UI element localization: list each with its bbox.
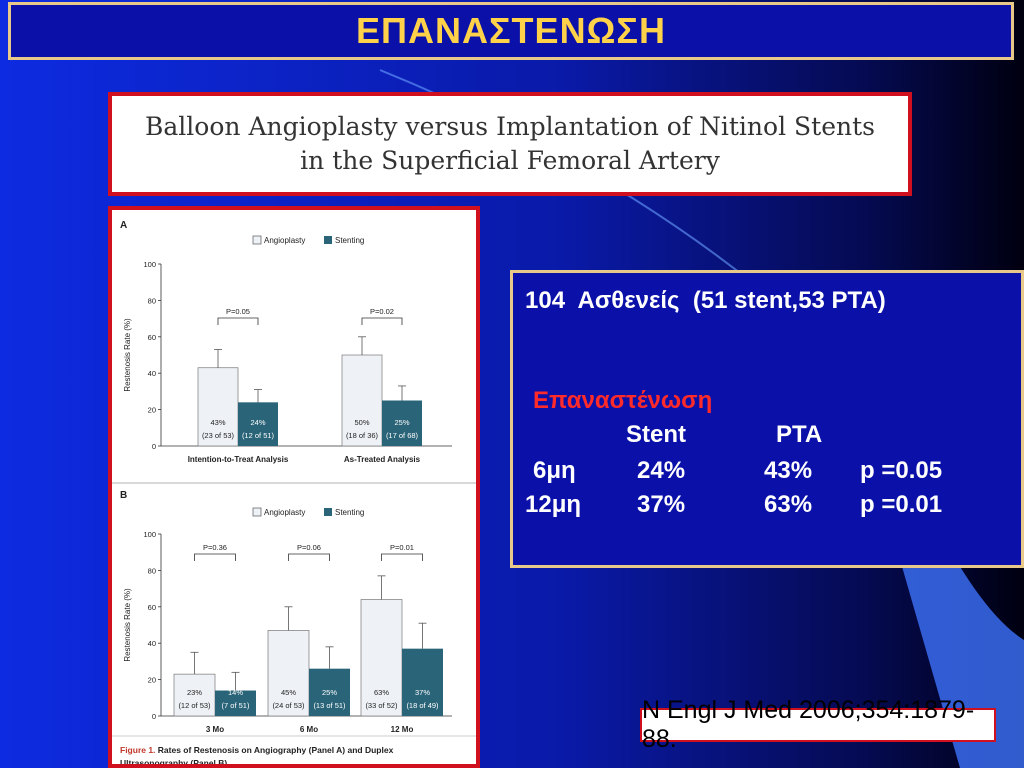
panel-b-bar-count-label: (18 of 49) bbox=[406, 701, 439, 710]
citation-text: N Engl J Med 2006;354:1879-88. bbox=[642, 696, 975, 753]
panel-b-category-label: 6 Mo bbox=[300, 725, 318, 734]
panel-b-bar-count-label: (24 of 53) bbox=[272, 701, 305, 710]
panel-a-y-tick-label: 0 bbox=[152, 442, 156, 451]
panel-a-bar-angioplasty bbox=[341, 354, 383, 447]
panel-a-category-label: As-Treated Analysis bbox=[344, 455, 421, 464]
panel-b-legend-swatch-angioplasty bbox=[252, 507, 262, 517]
panel-a-bar-angioplasty bbox=[197, 367, 239, 447]
panel-a-pvalue-label: P=0.02 bbox=[370, 307, 394, 316]
panel-b-bar-value-label: 37% bbox=[415, 688, 430, 697]
panel-a-bar-value-label: 24% bbox=[250, 418, 265, 427]
panel-b-category-label: 3 Mo bbox=[206, 725, 224, 734]
panel-b-bar-count-label: (33 of 52) bbox=[365, 701, 398, 710]
patients-line: 104 Ασθενείς (51 stent,53 PTA) bbox=[525, 287, 886, 314]
row-6mo-pta: 43% bbox=[764, 457, 813, 484]
slide-title: ΕΠΑΝΑΣΤΕΝΩΣΗ bbox=[355, 10, 667, 51]
panel-b-bar-value-label: 63% bbox=[374, 688, 389, 697]
panel-b-bar-count-label: (12 of 53) bbox=[178, 701, 211, 710]
panel-b-y-axis-label: Restenosis Rate (%) bbox=[123, 588, 132, 662]
panel-a-bar-count-label: (17 of 68) bbox=[386, 431, 419, 440]
panel-a-bar-count-label: (23 of 53) bbox=[202, 431, 235, 440]
panel-b-legend-stenting: Stenting bbox=[335, 508, 364, 517]
panel-a-pvalue-bracket bbox=[361, 317, 403, 325]
panel-b-bar-value-label: 25% bbox=[322, 688, 337, 697]
row-6mo-pvalue: p =0.05 bbox=[860, 457, 943, 484]
panel-a-y-tick-label: 20 bbox=[148, 406, 156, 415]
panel-a-bar-value-label: 50% bbox=[354, 418, 369, 427]
paper-title-box: Balloon Angioplasty versus Implantation … bbox=[108, 92, 912, 196]
col-header-pta: PTA bbox=[776, 421, 823, 448]
panel-b-y-tick-label: 20 bbox=[148, 676, 156, 685]
panel-a-bar-stenting bbox=[238, 402, 278, 446]
panel-b-y-tick-label: 0 bbox=[152, 712, 156, 721]
panel-b-bar-stenting bbox=[215, 690, 256, 716]
figure-caption-text: Rates of Restenosis on Angiography (Pane… bbox=[158, 745, 394, 755]
panel-b-pvalue-bracket bbox=[194, 553, 236, 561]
panel-b-y-tick-label: 80 bbox=[148, 566, 156, 575]
panel-b-bar-value-label: 23% bbox=[187, 688, 202, 697]
row-12mo-pta: 63% bbox=[764, 491, 813, 518]
col-header-stent: Stent bbox=[626, 421, 686, 448]
panel-b-bar-stenting bbox=[402, 648, 443, 716]
summary-box: 104 Ασθενείς (51 stent,53 PTA) Επαναστέν… bbox=[510, 270, 1024, 568]
panel-b-y-tick-label: 100 bbox=[143, 530, 156, 539]
panel-a-legend-angioplasty: Angioplasty bbox=[264, 236, 305, 245]
section-label: Επαναστένωση bbox=[533, 387, 713, 414]
panel-b-pvalue-label: P=0.06 bbox=[297, 543, 321, 552]
panel-a-y-tick-label: 40 bbox=[148, 369, 156, 378]
row-12mo-stent: 37% bbox=[637, 491, 686, 518]
figure-caption-label: Figure 1. bbox=[120, 745, 158, 755]
row-6mo-stent: 24% bbox=[637, 457, 686, 484]
panel-b-pvalue-label: P=0.36 bbox=[203, 543, 227, 552]
panel-b-bar-angioplasty bbox=[267, 630, 310, 717]
panel-b-bar-value-label: 14% bbox=[228, 688, 243, 697]
panel-a-category-label: Intention-to-Treat Analysis bbox=[188, 455, 289, 464]
panel-a-y-tick-label: 60 bbox=[148, 333, 156, 342]
row-12mo-pvalue: p =0.01 bbox=[860, 491, 943, 518]
panel-a-legend-stenting: Stenting bbox=[335, 236, 364, 245]
panel-b-bar-value-label: 45% bbox=[281, 688, 296, 697]
paper-title-line-1: Balloon Angioplasty versus Implantation … bbox=[145, 112, 875, 141]
citation: N Engl J Med 2006;354:1879-88. bbox=[640, 696, 996, 753]
panel-a-bar-stenting bbox=[382, 400, 422, 446]
panel-b-y-tick-label: 40 bbox=[148, 639, 156, 648]
restenosis-figure: A Angioplasty Stenting 0 20 40 60 80 100 Restenos… bbox=[112, 210, 476, 764]
panel-a-y-tick-label: 100 bbox=[143, 260, 156, 269]
panel-b-bar-angioplasty bbox=[173, 673, 216, 717]
panel-a-y-axis-label: Restenosis Rate (%) bbox=[123, 318, 132, 392]
panel-a-bar-count-label: (18 of 36) bbox=[346, 431, 379, 440]
row-6mo-period: 6μη bbox=[533, 457, 576, 484]
panel-b-bar-angioplasty bbox=[360, 599, 403, 717]
panel-b-pvalue-label: P=0.01 bbox=[390, 543, 414, 552]
panel-b-legend-swatch-stenting bbox=[324, 508, 332, 516]
panel-b-label: B bbox=[120, 490, 127, 501]
panel-b-pvalue-bracket bbox=[381, 553, 423, 561]
panel-b-bar-stenting bbox=[309, 668, 350, 716]
slide-title-box: ΕΠΑΝΑΣΤΕΝΩΣΗ bbox=[8, 2, 1014, 60]
panel-a-pvalue-bracket bbox=[217, 317, 259, 325]
panel-b-legend-angioplasty: Angioplasty bbox=[264, 508, 305, 517]
figure-caption-line-2: Ultrasonography (Panel B). bbox=[120, 758, 230, 764]
panel-b-category-label: 12 Mo bbox=[391, 725, 414, 734]
panel-a-legend-swatch-stenting bbox=[324, 236, 332, 244]
paper-title-line-2: in the Superficial Femoral Artery bbox=[300, 146, 720, 175]
panel-b-pvalue-bracket bbox=[288, 553, 330, 561]
panel-b-bar-count-label: (13 of 51) bbox=[313, 701, 346, 710]
row-12mo-period: 12μη bbox=[525, 491, 582, 518]
panel-a-legend-swatch-angioplasty bbox=[252, 235, 262, 245]
panel-a-pvalue-label: P=0.05 bbox=[226, 307, 250, 316]
panel-b-y-tick-label: 60 bbox=[148, 603, 156, 612]
panel-b-bar-count-label: (7 of 51) bbox=[222, 701, 250, 710]
panel-a-bar-value-label: 25% bbox=[394, 418, 409, 427]
panel-a-bar-value-label: 43% bbox=[210, 418, 225, 427]
panel-a-bar-count-label: (12 of 51) bbox=[242, 431, 275, 440]
panel-a-y-tick-label: 80 bbox=[148, 296, 156, 305]
figure-caption: Figure 1. Rates of Restenosis on Angiogr… bbox=[120, 745, 394, 755]
panel-a-label: A bbox=[120, 220, 127, 231]
figure-frame: A Angioplasty Stenting 0 20 40 60 80 100 Restenos… bbox=[108, 206, 480, 768]
